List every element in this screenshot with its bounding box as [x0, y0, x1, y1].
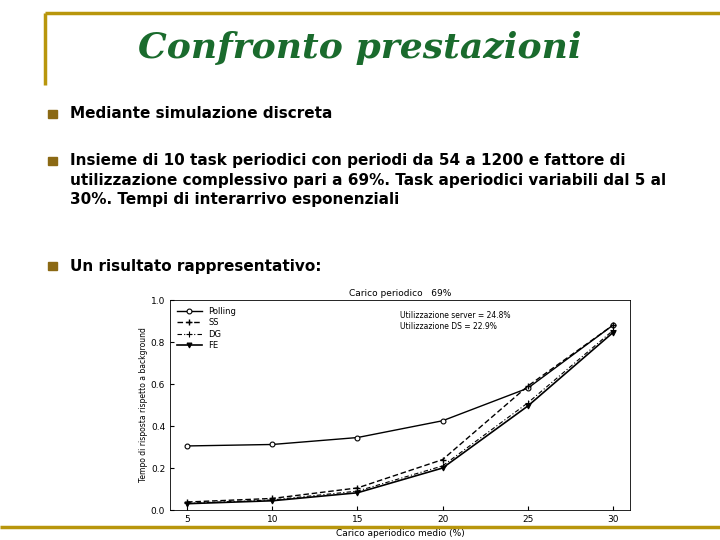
Text: utilizzazione complessivo pari a 69%. Task aperiodici variabili dal 5 al: utilizzazione complessivo pari a 69%. Ta… — [70, 172, 666, 187]
Legend: Polling, SS, DG, FE: Polling, SS, DG, FE — [174, 304, 239, 353]
FE — [608, 329, 617, 336]
FE — [268, 497, 276, 504]
FancyBboxPatch shape — [48, 262, 57, 270]
FancyBboxPatch shape — [48, 110, 57, 118]
SS — [353, 485, 361, 491]
Y-axis label: Tempo di risposta rispetto a background: Tempo di risposta rispetto a background — [139, 328, 148, 482]
DG — [438, 463, 447, 469]
Line: Polling: Polling — [184, 323, 616, 448]
Line: DG: DG — [184, 328, 616, 506]
Polling — [353, 434, 361, 441]
Line: SS: SS — [184, 322, 616, 505]
Text: Un risultato rappresentativo:: Un risultato rappresentativo: — [70, 259, 322, 273]
Polling — [183, 443, 192, 449]
Text: Confronto prestazioni: Confronto prestazioni — [138, 31, 582, 65]
Polling — [268, 441, 276, 448]
DG — [183, 500, 192, 507]
Polling — [523, 385, 532, 392]
FE — [183, 501, 192, 507]
DG — [523, 400, 532, 406]
FE — [438, 465, 447, 471]
Line: FE: FE — [184, 330, 616, 506]
Polling — [608, 322, 617, 328]
Text: Insieme di 10 task periodici con periodi da 54 a 1200 e fattore di: Insieme di 10 task periodici con periodi… — [70, 153, 626, 168]
FE — [523, 403, 532, 409]
SS — [183, 499, 192, 505]
FancyBboxPatch shape — [48, 157, 57, 165]
Text: Utilizzazione server = 24.8%
Utilizzazione DS = 22.9%: Utilizzazione server = 24.8% Utilizzazio… — [400, 310, 510, 332]
SS — [608, 322, 617, 328]
Title: Carico periodico   69%: Carico periodico 69% — [348, 289, 451, 298]
Polling — [438, 417, 447, 424]
SS — [523, 383, 532, 389]
Text: 30%. Tempi di interarrivo esponenziali: 30%. Tempi di interarrivo esponenziali — [70, 192, 400, 206]
SS — [268, 495, 276, 502]
DG — [268, 497, 276, 503]
X-axis label: Carico aperiodico medio (%): Carico aperiodico medio (%) — [336, 529, 464, 538]
Text: Mediante simulazione discreta: Mediante simulazione discreta — [70, 106, 333, 122]
SS — [438, 456, 447, 463]
FE — [353, 490, 361, 496]
DG — [608, 327, 617, 334]
DG — [353, 488, 361, 494]
